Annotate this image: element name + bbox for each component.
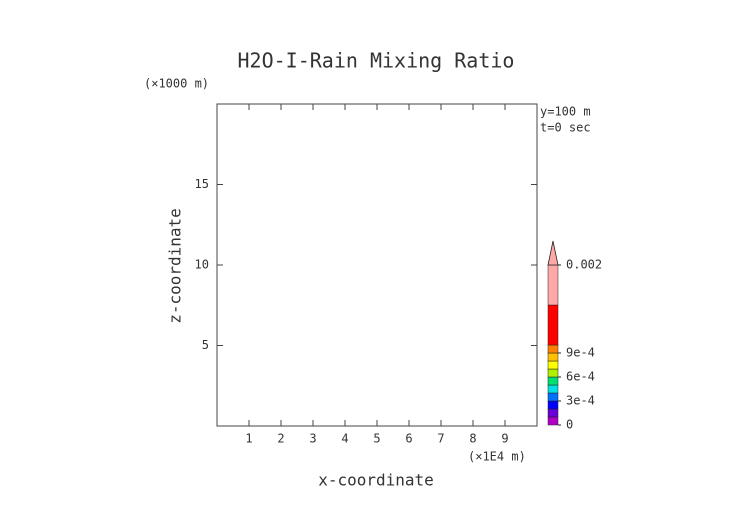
x-tick-label: 8 [469, 432, 476, 446]
colorbar-tick-label: 0 [566, 418, 573, 432]
colorbar-band [547, 392, 559, 402]
x-tick-label: 3 [309, 432, 316, 446]
x-tick-label: 1 [245, 432, 252, 446]
x-tick-label: 9 [501, 432, 508, 446]
y-tick-label: 5 [202, 338, 209, 352]
x-tick-label: 2 [277, 432, 284, 446]
colorbar-band [547, 344, 559, 354]
colorbar-band [547, 376, 559, 386]
colorbar-band [547, 360, 559, 370]
chart-title: H2O-I-Rain Mixing Ratio [238, 49, 515, 73]
x-tick-label: 6 [405, 432, 412, 446]
colorbar-band [547, 416, 559, 426]
y-unit: (×1000 m) [144, 77, 209, 91]
y-tick-label: 10 [195, 258, 209, 272]
annotation: t=0 sec [540, 121, 591, 135]
x-axis-label: x-coordinate [318, 471, 434, 490]
colorbar-band [547, 368, 559, 378]
colorbar-band [547, 304, 559, 346]
x-tick-label: 4 [341, 432, 348, 446]
x-tick-label: 7 [437, 432, 444, 446]
colorbar-tick-label: 0.002 [566, 258, 602, 272]
colorbar-extend [547, 240, 559, 266]
plot-frame [216, 103, 538, 427]
y-axis-label: z-coordinate [166, 208, 185, 324]
x-unit: (×1E4 m) [468, 450, 526, 464]
colorbar-band [547, 264, 559, 306]
colorbar-tick-label: 6e-4 [566, 370, 595, 384]
annotation: y=100 m [540, 105, 591, 119]
colorbar-tick-label: 9e-4 [566, 346, 595, 360]
x-tick-label: 5 [373, 432, 380, 446]
colorbar-tick-label: 3e-4 [566, 394, 595, 408]
colorbar-band [547, 408, 559, 418]
colorbar-band [547, 384, 559, 394]
y-tick-label: 15 [195, 177, 209, 191]
colorbar-band [547, 400, 559, 410]
colorbar-band [547, 352, 559, 362]
